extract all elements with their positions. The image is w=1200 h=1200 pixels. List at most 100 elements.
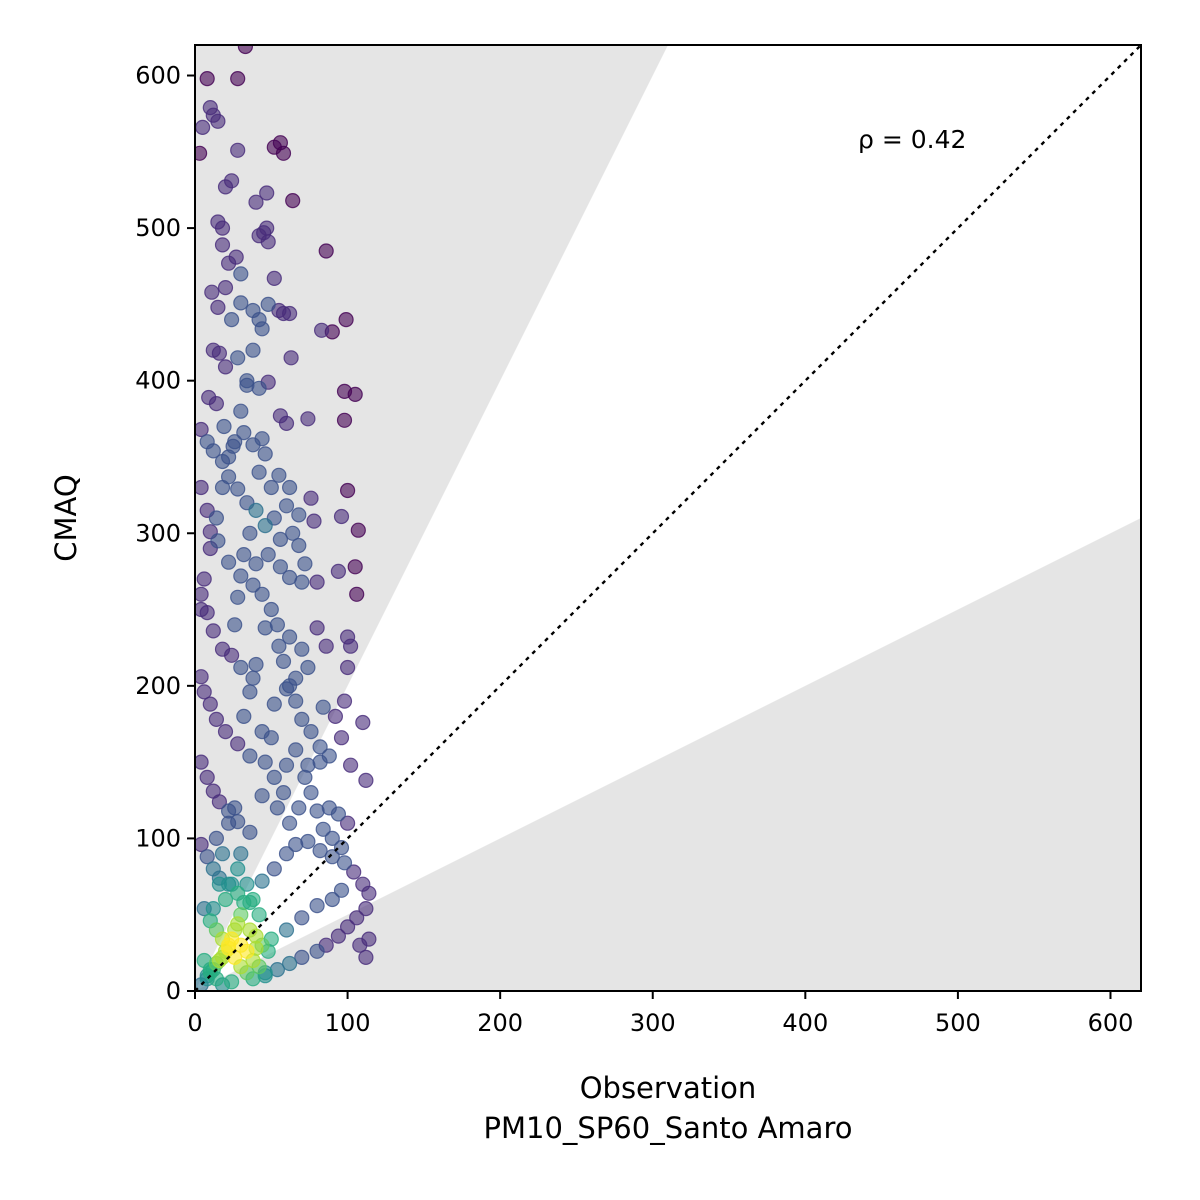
data-point: [349, 910, 365, 926]
data-point: [324, 891, 340, 908]
data-point: [330, 563, 346, 580]
reference-line-group: [195, 45, 1141, 991]
data-point: [195, 669, 209, 685]
data-point: [272, 408, 288, 424]
data-point: [245, 342, 261, 358]
x-tick-label: 100: [325, 1009, 371, 1037]
data-point: [350, 522, 366, 538]
data-point: [196, 684, 212, 700]
data-point: [291, 507, 307, 523]
data-point: [199, 849, 215, 865]
data-point: [318, 243, 334, 259]
data-point: [285, 525, 301, 541]
data-point: [217, 280, 234, 296]
data-point: [257, 517, 273, 534]
data-point: [340, 659, 356, 676]
data-point: [248, 502, 264, 518]
data-point: [303, 784, 319, 801]
x-axis-subtitle: PM10_SP60_Santo Amaro: [484, 1111, 853, 1145]
data-point: [195, 586, 209, 602]
y-tick-label: 0: [166, 977, 181, 1005]
data-point: [336, 693, 353, 709]
data-point: [338, 312, 354, 328]
data-point: [210, 533, 226, 549]
data-point: [294, 711, 310, 728]
x-tick-label: 0: [187, 1009, 202, 1037]
data-point: [266, 139, 282, 155]
data-point: [202, 696, 218, 712]
data-point: [236, 708, 252, 725]
y-tick-label: 400: [135, 367, 181, 395]
x-tick-label: 200: [477, 1009, 523, 1037]
data-point: [358, 949, 374, 966]
data-point: [248, 556, 264, 572]
data-point: [242, 684, 258, 700]
data-point: [306, 513, 322, 529]
data-point: [315, 699, 331, 715]
x-tick-label: 400: [782, 1009, 828, 1037]
data-point: [230, 481, 246, 497]
data-point: [309, 897, 325, 914]
y-tick-label: 300: [135, 519, 181, 547]
data-point: [312, 739, 328, 755]
data-point: [333, 882, 350, 898]
data-point: [309, 620, 325, 636]
data-point: [205, 623, 221, 639]
data-point: [251, 907, 267, 923]
x-axis-title: Observation: [580, 1071, 757, 1105]
data-point: [340, 482, 356, 499]
data-point: [242, 748, 258, 764]
x-tick-label: 300: [630, 1009, 676, 1037]
data-point: [312, 842, 328, 859]
data-point: [204, 284, 220, 300]
data-point: [257, 620, 273, 636]
data-point: [217, 359, 234, 375]
x-tick-label: 500: [935, 1009, 981, 1037]
data-point: [211, 794, 227, 810]
data-point: [340, 919, 356, 935]
data-point: [224, 974, 240, 990]
data-point: [314, 322, 330, 338]
data-point: [245, 577, 261, 593]
data-point: [282, 955, 298, 972]
data-point: [355, 876, 371, 892]
data-point: [239, 876, 255, 892]
y-tick-label: 600: [135, 62, 181, 90]
data-point: [327, 708, 343, 725]
data-point: [309, 943, 325, 959]
y-tick-label: 500: [135, 214, 181, 242]
data-point: [278, 922, 295, 938]
data-point: [230, 813, 246, 830]
shaded-region-lower: [195, 518, 1141, 991]
data-point: [263, 479, 279, 496]
data-point: [245, 302, 261, 319]
data-point: [336, 383, 353, 399]
data-point: [230, 142, 246, 158]
plot-frame: [194, 44, 1142, 992]
data-point: [230, 736, 246, 752]
data-point: [257, 754, 273, 770]
data-point: [352, 937, 368, 953]
data-point: [260, 296, 276, 312]
data-point: [282, 569, 298, 586]
data-point: [248, 656, 264, 673]
data-point: [225, 438, 241, 454]
data-point: [309, 803, 325, 819]
data-point: [248, 194, 264, 210]
data-point: [309, 574, 325, 590]
annotation-rho: ρ = 0.42: [858, 125, 966, 154]
data-point: [282, 815, 298, 831]
data-point: [291, 800, 307, 816]
data-point: [340, 815, 356, 831]
data-point: [199, 769, 215, 786]
data-point: [257, 446, 273, 462]
data-point: [272, 559, 288, 575]
data-point: [208, 510, 224, 526]
y-tick-label: 200: [135, 672, 181, 700]
data-point: [214, 846, 231, 862]
data-point: [271, 638, 287, 654]
data-point: [347, 559, 363, 575]
data-point: [275, 784, 292, 801]
data-point: [233, 659, 249, 676]
